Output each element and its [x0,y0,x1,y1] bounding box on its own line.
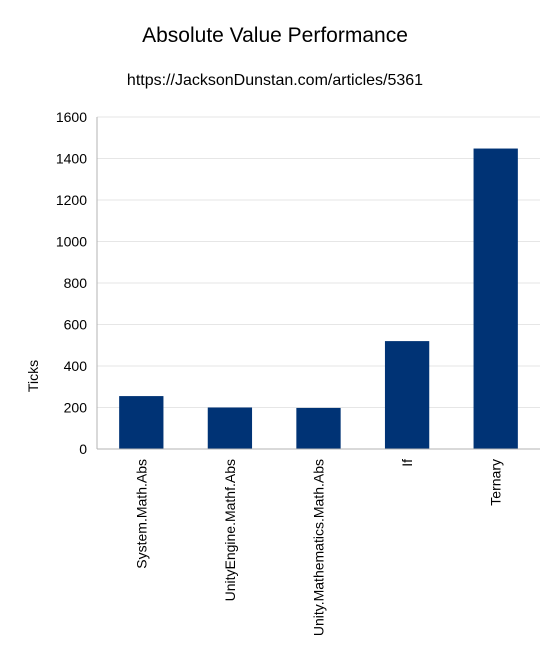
chart-title: Absolute Value Performance [142,24,408,47]
bars [119,148,518,450]
bar [296,407,341,449]
bar [119,396,164,449]
y-tick-label: 800 [64,275,88,291]
y-tick-label: 400 [64,358,88,374]
y-tick-label: 1200 [56,192,87,208]
y-tick-labels: 0 200 400 600 800 1000 1200 1400 1600 [56,109,87,457]
x-category-label: UnityEngine.Mathf.Abs [222,459,238,601]
bar [207,407,253,449]
gridlines [97,116,540,408]
bar [384,341,430,449]
chart-subtitle: https://JacksonDunstan.com/articles/5361 [126,72,424,89]
y-axis-title: Ticks [25,360,41,392]
y-tick-label: 1600 [56,109,87,125]
y-tick-label: 1000 [56,234,87,250]
x-category-labels: System.Math.Abs UnityEngine.Mathf.Abs Unit… [133,459,503,636]
x-category-label: Ternary [488,459,504,506]
y-tick-label: 600 [64,317,88,333]
bar [473,148,518,450]
y-tick-label: 200 [64,400,88,416]
axes [96,117,540,450]
y-tick-label: 1400 [56,151,87,167]
x-category-label: If [399,459,415,467]
y-tick-label: 0 [79,441,87,457]
x-category-label: Unity.Mathematics.Math.Abs [311,459,327,636]
x-category-label: System.Math.Abs [133,459,149,569]
